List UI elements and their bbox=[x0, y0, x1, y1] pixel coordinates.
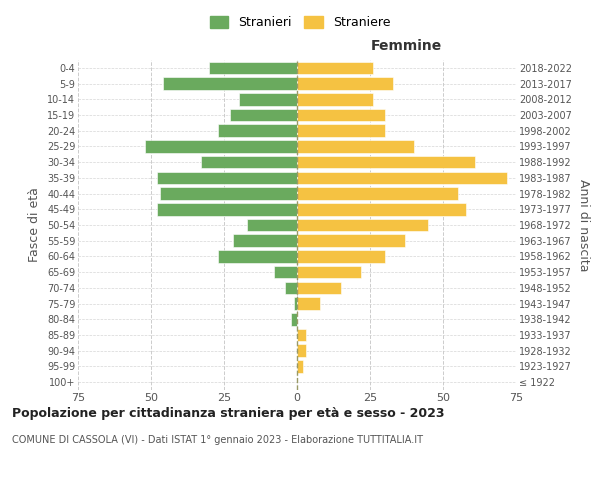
Bar bbox=[160, 188, 297, 200]
Bar bbox=[239, 93, 297, 106]
Bar bbox=[297, 78, 394, 90]
Bar bbox=[230, 108, 297, 122]
Bar bbox=[218, 124, 297, 137]
Bar bbox=[200, 156, 297, 168]
Bar bbox=[294, 298, 297, 310]
Bar bbox=[297, 344, 306, 357]
Bar bbox=[297, 124, 385, 137]
Legend: Stranieri, Straniere: Stranieri, Straniere bbox=[205, 11, 395, 34]
Bar bbox=[297, 282, 341, 294]
Bar bbox=[297, 140, 414, 152]
Text: Femmine: Femmine bbox=[371, 40, 442, 54]
Bar bbox=[297, 298, 320, 310]
Bar bbox=[297, 203, 466, 215]
Bar bbox=[286, 282, 297, 294]
Bar bbox=[297, 188, 458, 200]
Bar bbox=[297, 93, 373, 106]
Bar bbox=[291, 313, 297, 326]
Y-axis label: Anni di nascita: Anni di nascita bbox=[577, 179, 590, 271]
Y-axis label: Fasce di età: Fasce di età bbox=[28, 188, 41, 262]
Bar bbox=[218, 250, 297, 262]
Bar bbox=[145, 140, 297, 152]
Text: Popolazione per cittadinanza straniera per età e sesso - 2023: Popolazione per cittadinanza straniera p… bbox=[12, 408, 445, 420]
Bar bbox=[209, 62, 297, 74]
Bar bbox=[297, 360, 303, 372]
Bar bbox=[297, 218, 428, 232]
Bar bbox=[274, 266, 297, 278]
Bar bbox=[163, 78, 297, 90]
Bar bbox=[297, 108, 385, 122]
Bar bbox=[157, 172, 297, 184]
Bar bbox=[297, 328, 306, 342]
Bar bbox=[297, 156, 475, 168]
Text: COMUNE DI CASSOLA (VI) - Dati ISTAT 1° gennaio 2023 - Elaborazione TUTTITALIA.IT: COMUNE DI CASSOLA (VI) - Dati ISTAT 1° g… bbox=[12, 435, 423, 445]
Bar bbox=[247, 218, 297, 232]
Bar bbox=[157, 203, 297, 215]
Bar bbox=[297, 234, 405, 247]
Bar bbox=[297, 250, 385, 262]
Bar bbox=[297, 62, 373, 74]
Bar bbox=[233, 234, 297, 247]
Bar bbox=[297, 266, 361, 278]
Bar bbox=[297, 172, 507, 184]
